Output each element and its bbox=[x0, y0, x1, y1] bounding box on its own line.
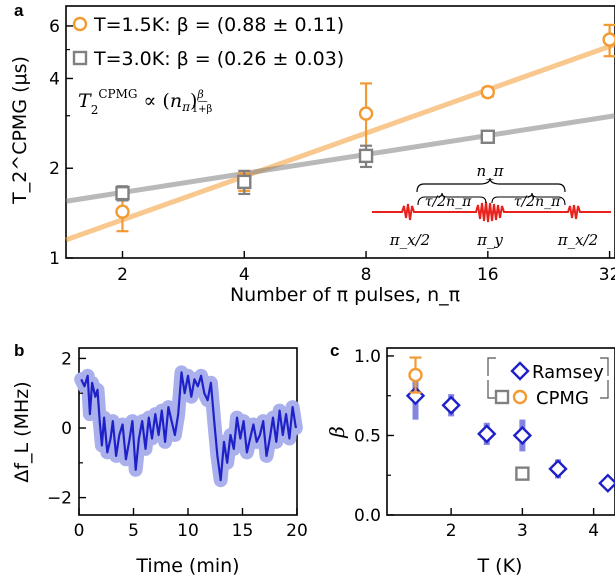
data-point bbox=[598, 473, 615, 493]
x-tick-label: 4 bbox=[239, 265, 250, 285]
panel-c-data bbox=[405, 356, 615, 493]
y-tick-label: 0 bbox=[61, 419, 72, 439]
x-tick-label: 10 bbox=[177, 521, 199, 541]
panel-a-label: a bbox=[14, 1, 24, 20]
data-point bbox=[602, 32, 615, 47]
data-point bbox=[480, 129, 496, 144]
fit-line bbox=[65, 42, 615, 243]
x-tick-label: 15 bbox=[232, 521, 254, 541]
inset-label-n-pi: n_π bbox=[476, 162, 504, 180]
panel-c-x-axis-label: T (K) bbox=[477, 555, 523, 577]
data-point bbox=[115, 204, 130, 219]
pulse-sequence-inset: n_π τ/2n_π τ/2n_π π_x/2 π_y π_x/2 bbox=[372, 162, 611, 249]
data-point bbox=[480, 84, 496, 100]
y-tick-label: 2 bbox=[61, 349, 72, 369]
panel-c: c Ramsey CPMG 2 3 4 0.0 0.5 1.0 T (K) β bbox=[325, 341, 615, 577]
panel-b-label: b bbox=[14, 341, 24, 360]
x-tick-label: 20 bbox=[286, 521, 308, 541]
x-tick-label: 3 bbox=[517, 521, 528, 541]
inset-label-pulse-end: π_x/2 bbox=[557, 231, 598, 249]
scaling-annotation: T2CPMG ∝ (nπ)β —1+β bbox=[78, 87, 212, 117]
legend-marker bbox=[510, 361, 530, 381]
data-point bbox=[515, 466, 530, 481]
data-point bbox=[358, 106, 374, 121]
brace-n-pi bbox=[416, 177, 566, 193]
panel-a-axes: 2 4 8 16 32 1 2 4 6 bbox=[49, 17, 615, 285]
panel-b: b 0 5 10 15 20−202 Time (min) Δf_L (MHz) bbox=[11, 341, 308, 577]
panel-c-y-axis-label: β bbox=[325, 426, 349, 439]
panel-a-y-axis-label: T_2^CPMG (μs) bbox=[9, 56, 31, 205]
panel-a-data bbox=[115, 23, 615, 233]
legend-entry: T=1.5K: β = (0.88 ± 0.11) bbox=[93, 14, 344, 36]
legend-entry: T=3.0K: β = (0.26 ± 0.03) bbox=[93, 48, 344, 70]
brace-tau-2 bbox=[491, 192, 566, 206]
data-point bbox=[408, 367, 423, 383]
x-tick-label: 16 bbox=[477, 265, 499, 285]
frequency-trace bbox=[74, 365, 303, 488]
panel-c-frame bbox=[386, 347, 615, 516]
data-point bbox=[441, 395, 461, 415]
legend-marker bbox=[494, 389, 510, 405]
trace-line bbox=[80, 371, 297, 482]
brace-tau-1 bbox=[417, 192, 487, 206]
legend-entry: Ramsey bbox=[532, 362, 604, 383]
legend-entry: CPMG bbox=[536, 388, 589, 409]
inset-label-tau-2: τ/2n_π bbox=[514, 194, 561, 210]
legend-marker bbox=[72, 16, 88, 32]
data-point bbox=[237, 174, 252, 190]
panel-b-y-axis-label: Δf_L (MHz) bbox=[11, 381, 33, 482]
x-tick-label: 2 bbox=[446, 521, 457, 541]
y-tick-label: 2 bbox=[49, 159, 60, 179]
y-tick-label: 0.5 bbox=[354, 426, 381, 446]
panel-b-axes: 0 5 10 15 20−202 bbox=[47, 349, 308, 541]
inset-label-tau-1: τ/2n_π bbox=[425, 194, 472, 210]
panel-c-axes: 2 3 4 0.0 0.5 1.0 bbox=[354, 347, 599, 541]
y-tick-label: 0.0 bbox=[354, 506, 381, 526]
x-tick-label: 4 bbox=[588, 521, 599, 541]
y-tick-label: 1.0 bbox=[354, 347, 381, 367]
x-tick-label: 0 bbox=[74, 521, 85, 541]
x-tick-label: 5 bbox=[128, 521, 139, 541]
x-tick-label: 32 bbox=[599, 265, 615, 285]
panel-a-frame bbox=[65, 5, 615, 259]
panel-a-legend: T=1.5K: β = (0.88 ± 0.11) T=3.0K: β = (0.… bbox=[72, 14, 344, 70]
panel-b-x-axis-label: Time (min) bbox=[135, 555, 239, 577]
y-tick-label: 1 bbox=[49, 249, 60, 269]
inset-label-pulse-start: π_x/2 bbox=[389, 231, 430, 249]
y-tick-label: 6 bbox=[49, 17, 60, 37]
inset-label-pulse-mid: π_y bbox=[476, 231, 503, 249]
fit-lines bbox=[65, 42, 615, 243]
legend-bracket-bottom bbox=[487, 380, 609, 399]
pulse-sequence-waveform bbox=[372, 201, 611, 223]
data-point bbox=[477, 424, 497, 444]
x-tick-label: 2 bbox=[117, 265, 128, 285]
legend-marker bbox=[512, 389, 528, 405]
legend-marker bbox=[72, 50, 88, 66]
legend-bracket-top bbox=[487, 357, 609, 376]
data-point bbox=[512, 425, 533, 446]
y-tick-label: 4 bbox=[49, 69, 60, 89]
x-tick-label: 8 bbox=[361, 265, 372, 285]
y-tick-label: −2 bbox=[47, 489, 72, 509]
panel-c-legend: Ramsey CPMG bbox=[487, 357, 609, 409]
fit-line bbox=[65, 113, 615, 204]
panel-a-x-axis-label: Number of π pulses, n_π bbox=[230, 284, 460, 306]
panel-c-label: c bbox=[330, 341, 339, 360]
data-point bbox=[548, 459, 568, 479]
data-point bbox=[358, 148, 374, 164]
panel-a: a n_π τ/2n_π τ/2n_π π_x/2 π_y π_x/2 T=1.… bbox=[9, 1, 615, 306]
data-point bbox=[115, 185, 130, 201]
